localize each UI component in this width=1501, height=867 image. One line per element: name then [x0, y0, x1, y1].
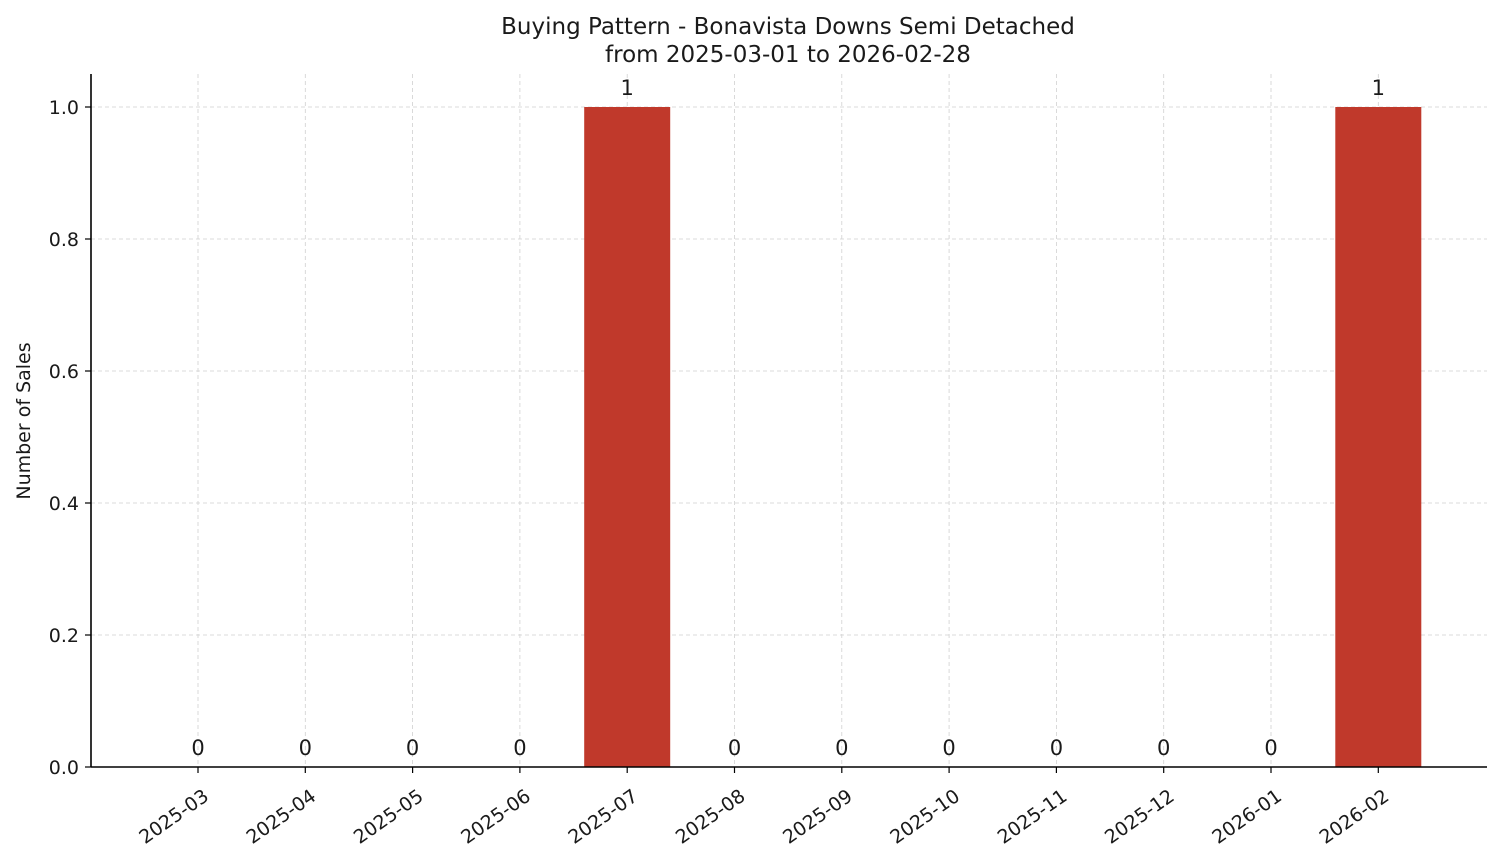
- x-tick-label: 2025-06: [457, 785, 535, 849]
- data-label-2025-06: 0: [513, 736, 526, 760]
- x-tick-label: 2025-03: [135, 785, 213, 849]
- y-tick-label: 1.0: [49, 97, 79, 119]
- data-label-2025-03: 0: [191, 736, 204, 760]
- data-label-2025-11: 0: [1050, 736, 1063, 760]
- x-tick-label: 2025-09: [779, 785, 857, 849]
- data-label-2025-07: 1: [621, 76, 634, 100]
- tick-labels: 0.0 0.2 0.4 0.6 0.8 1.0 2025-03 2025-04 2025-05 2…: [49, 97, 1393, 849]
- bar-2025-07: [584, 107, 671, 767]
- data-label-2025-04: 0: [299, 736, 312, 760]
- x-tick-label: 2025-12: [1101, 785, 1179, 849]
- y-tick-label: 0.6: [49, 361, 79, 383]
- y-tick-label: 0.2: [49, 625, 79, 647]
- x-tick-label: 2025-10: [886, 785, 964, 849]
- bars: [584, 107, 1422, 767]
- grid-lines: [91, 74, 1487, 768]
- axes: [85, 74, 1487, 773]
- x-tick-label: 2025-08: [672, 785, 750, 849]
- data-label-2025-05: 0: [406, 736, 419, 760]
- data-label-2025-09: 0: [835, 736, 848, 760]
- data-label-2025-12: 0: [1157, 736, 1170, 760]
- x-tick-label: 2026-02: [1316, 785, 1394, 849]
- bar-2026-02: [1335, 107, 1422, 767]
- x-tick-label: 2025-11: [994, 785, 1072, 849]
- chart-title: Buying Pattern - Bonavista Downs Semi De…: [501, 14, 1075, 40]
- y-axis-label: Number of Sales: [13, 342, 35, 499]
- data-labels: 0 0 0 0 1 0 0 0 0 0 0 1: [191, 76, 1385, 760]
- data-label-2025-08: 0: [728, 736, 741, 760]
- x-tick-label: 2025-07: [564, 785, 642, 849]
- x-tick-label: 2025-04: [243, 785, 321, 849]
- y-tick-label: 0.8: [49, 229, 79, 251]
- x-tick-label: 2026-01: [1208, 785, 1286, 849]
- chart-subtitle: from 2025-03-01 to 2026-02-28: [605, 42, 971, 68]
- y-tick-label: 0.4: [49, 493, 79, 515]
- y-tick-label: 0.0: [49, 757, 79, 779]
- data-label-2026-01: 0: [1264, 736, 1277, 760]
- data-label-2025-10: 0: [942, 736, 955, 760]
- x-tick-label: 2025-05: [350, 785, 428, 849]
- data-label-2026-02: 1: [1372, 76, 1385, 100]
